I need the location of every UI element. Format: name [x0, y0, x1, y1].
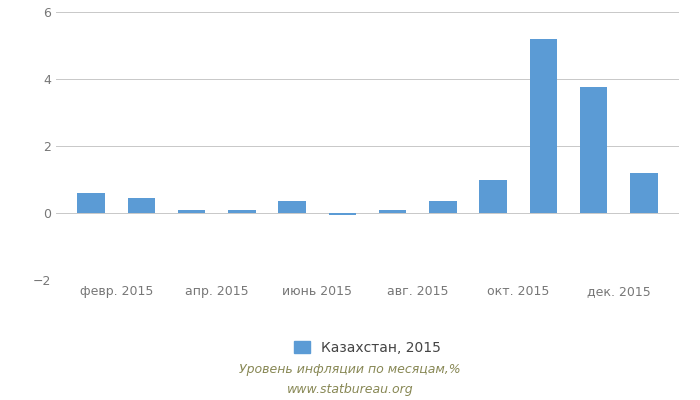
- Bar: [127, 198, 155, 213]
- Bar: [630, 173, 657, 213]
- Legend: Казахстан, 2015: Казахстан, 2015: [288, 335, 447, 360]
- Bar: [228, 210, 256, 213]
- Bar: [529, 39, 557, 213]
- Text: Уровень инфляции по месяцам,%: Уровень инфляции по месяцам,%: [239, 364, 461, 376]
- Bar: [279, 201, 306, 213]
- Bar: [580, 87, 608, 213]
- Bar: [178, 210, 206, 213]
- Text: www.statbureau.org: www.statbureau.org: [287, 384, 413, 396]
- Bar: [480, 180, 507, 213]
- Bar: [78, 193, 105, 213]
- Bar: [379, 210, 407, 213]
- Bar: [328, 213, 356, 215]
- Bar: [429, 201, 456, 213]
